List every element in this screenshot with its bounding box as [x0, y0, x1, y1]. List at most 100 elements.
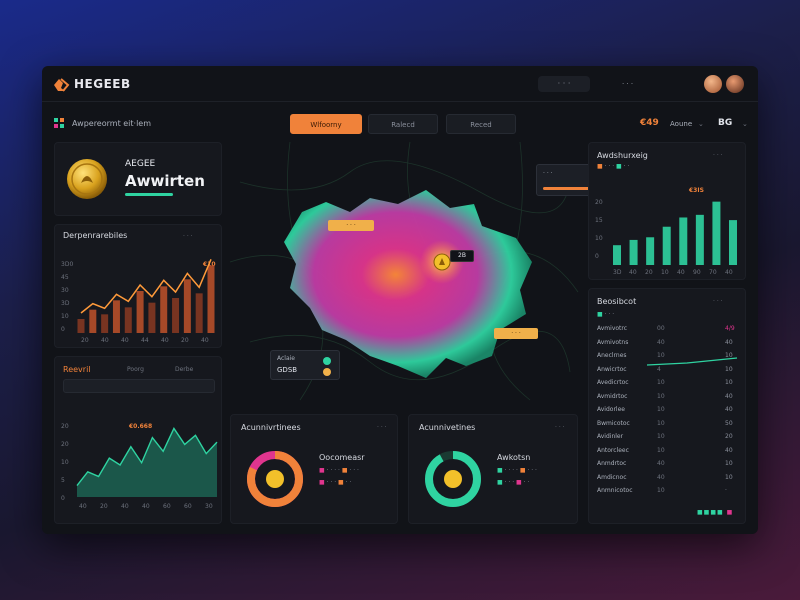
map-label-se[interactable]: · · · [494, 328, 538, 339]
table-row-label[interactable]: Avmivotrc [597, 325, 628, 332]
bar [662, 226, 671, 265]
bar [207, 265, 215, 333]
currency-value: €49 [640, 118, 659, 128]
avatar[interactable] [704, 75, 722, 93]
table-row-label[interactable]: Avmidrtoc [597, 392, 628, 400]
x-tick: 90 [693, 269, 701, 276]
area-fill [77, 428, 217, 497]
top-bar: HEGEEB · · · · · · [42, 66, 758, 102]
award-title: Awwirten [125, 172, 205, 190]
table-row-label[interactable]: Anmdrtoc [597, 460, 627, 467]
x-tick: 3D [613, 269, 622, 276]
table-cell: 50 [725, 419, 733, 427]
area-filter-bar[interactable] [63, 379, 215, 393]
map-label-nw[interactable]: · · · [328, 220, 374, 231]
area-filter-b[interactable]: Derbe [175, 366, 194, 373]
heatmap-map[interactable]: 2B · · · · · · · · · · · · Aclaie GDSB [229, 141, 618, 401]
table-cell: 10 [657, 419, 665, 427]
bar [646, 237, 655, 265]
avatar-secondary[interactable] [726, 75, 744, 93]
table-cell: 4 [657, 365, 661, 373]
pagination-dots[interactable]: ■■■■ ■ [697, 509, 734, 516]
x-tick: 40 [725, 269, 733, 276]
chevron-down-icon[interactable]: ⌄ [742, 120, 748, 128]
table-cell: 40 [657, 473, 665, 481]
logo-icon [54, 78, 70, 92]
more-icon[interactable]: · · · [713, 298, 723, 305]
grid-icon[interactable] [54, 118, 66, 128]
more-icon[interactable]: · · · [377, 424, 387, 431]
x-tick: 70 [709, 269, 717, 276]
more-icon[interactable]: · · · [183, 233, 193, 240]
table-cell: 00 [657, 325, 665, 332]
x-tick: 20 [100, 503, 108, 510]
area-chart-left-panel: Reevril Poorg Derbe €0.668 20 20 10 5 0 40 20… [54, 356, 222, 524]
bar [148, 302, 156, 333]
table-cell: 10 [657, 433, 665, 440]
map-mini-card[interactable]: Aclaie GDSB [270, 350, 340, 380]
bar [729, 220, 737, 265]
table-row-label[interactable]: Amdicnoc [597, 473, 627, 481]
table-row-label[interactable]: Anwicrtoc [597, 365, 627, 373]
bar [679, 217, 688, 265]
legend-item: ■ · · · · ■ · · · [497, 467, 537, 474]
table-row-label[interactable]: Antorcleec [597, 446, 629, 454]
table-cell: 40 [725, 338, 733, 346]
bar [136, 291, 144, 333]
table-cell: 40 [725, 406, 733, 413]
bar [112, 300, 120, 333]
donut-fill [247, 451, 303, 507]
legend-item: ■ · · · ■ · · [497, 479, 530, 486]
area-filter-a[interactable]: Poorg [127, 366, 144, 373]
bar [613, 245, 621, 265]
table-cell: 10 [657, 379, 665, 386]
bar [124, 307, 132, 333]
bar-chart-left-plot [77, 259, 215, 333]
x-tick: 40 [201, 337, 209, 344]
x-tick: 40 [101, 337, 109, 344]
table-cell: 20 [725, 433, 733, 440]
donut-right-subtitle: Awkotsn [497, 453, 531, 462]
bar-chart-right-panel: Awdshurxeig · · · ■ · · · ■ · · €3IS 20 1… [588, 142, 746, 280]
bar [183, 279, 191, 333]
y-tick: 20 [595, 199, 603, 206]
section-title: Awpereormt eit·lem [72, 119, 152, 128]
top-status-pill[interactable]: · · · [538, 76, 590, 92]
top-user-label: · · · [622, 80, 634, 88]
more-icon[interactable]: · · · [713, 152, 723, 159]
table-row-label[interactable]: Bwmicotoc [597, 419, 630, 427]
y-tick: 10 [595, 235, 603, 242]
donut-right-title: Acunnivetines [419, 423, 476, 432]
currency-select[interactable]: Aoune [670, 120, 693, 128]
area-chart-left-plot [76, 427, 218, 497]
more-icon[interactable]: · · · [555, 424, 565, 431]
chevron-down-icon[interactable]: ⌄ [698, 120, 704, 128]
y-tick: 0 [61, 495, 65, 502]
donut-right-panel[interactable]: Acunnivetines · · · Awkotsn ■ · · · · ■ … [408, 414, 578, 524]
map-info-label: · · · [543, 170, 553, 177]
table-row-label[interactable]: Anmnicotoc [597, 487, 633, 494]
x-tick: 40 [121, 503, 129, 510]
y-tick: 3D [61, 300, 70, 307]
table-cell: 10 [657, 406, 665, 413]
tab-tertiary[interactable]: Reced [446, 114, 516, 134]
tab-primary[interactable]: Wlfoorny [290, 114, 362, 134]
bar [195, 293, 203, 333]
donut-left-panel[interactable]: Acunnivrtinees · · · Oocomeasr ■ · · · ·… [230, 414, 398, 524]
table-row-label[interactable]: Avedicrtoc [597, 379, 629, 386]
table-cell: 10 [657, 446, 665, 454]
table-cell: 40 [657, 460, 665, 467]
table-row-label[interactable]: Aneclrnes [597, 352, 627, 359]
table-row-label[interactable]: Avidorlee [597, 406, 625, 413]
x-tick: 40 [677, 269, 685, 276]
coin-icon [266, 470, 284, 488]
award-progress [125, 193, 173, 196]
tab-secondary[interactable]: Ralecd [368, 114, 438, 134]
x-tick: 20 [181, 337, 189, 344]
legend-item: ■ · · · · ■ · · · [319, 467, 359, 474]
award-card[interactable]: AEGEE Awwirten [54, 142, 222, 216]
table-row-label[interactable]: Avmivotns [597, 338, 629, 346]
x-tick: 40 [79, 503, 87, 510]
donut-left-subtitle: Oocomeasr [319, 453, 365, 462]
table-row-label[interactable]: Avidinler [597, 433, 624, 440]
